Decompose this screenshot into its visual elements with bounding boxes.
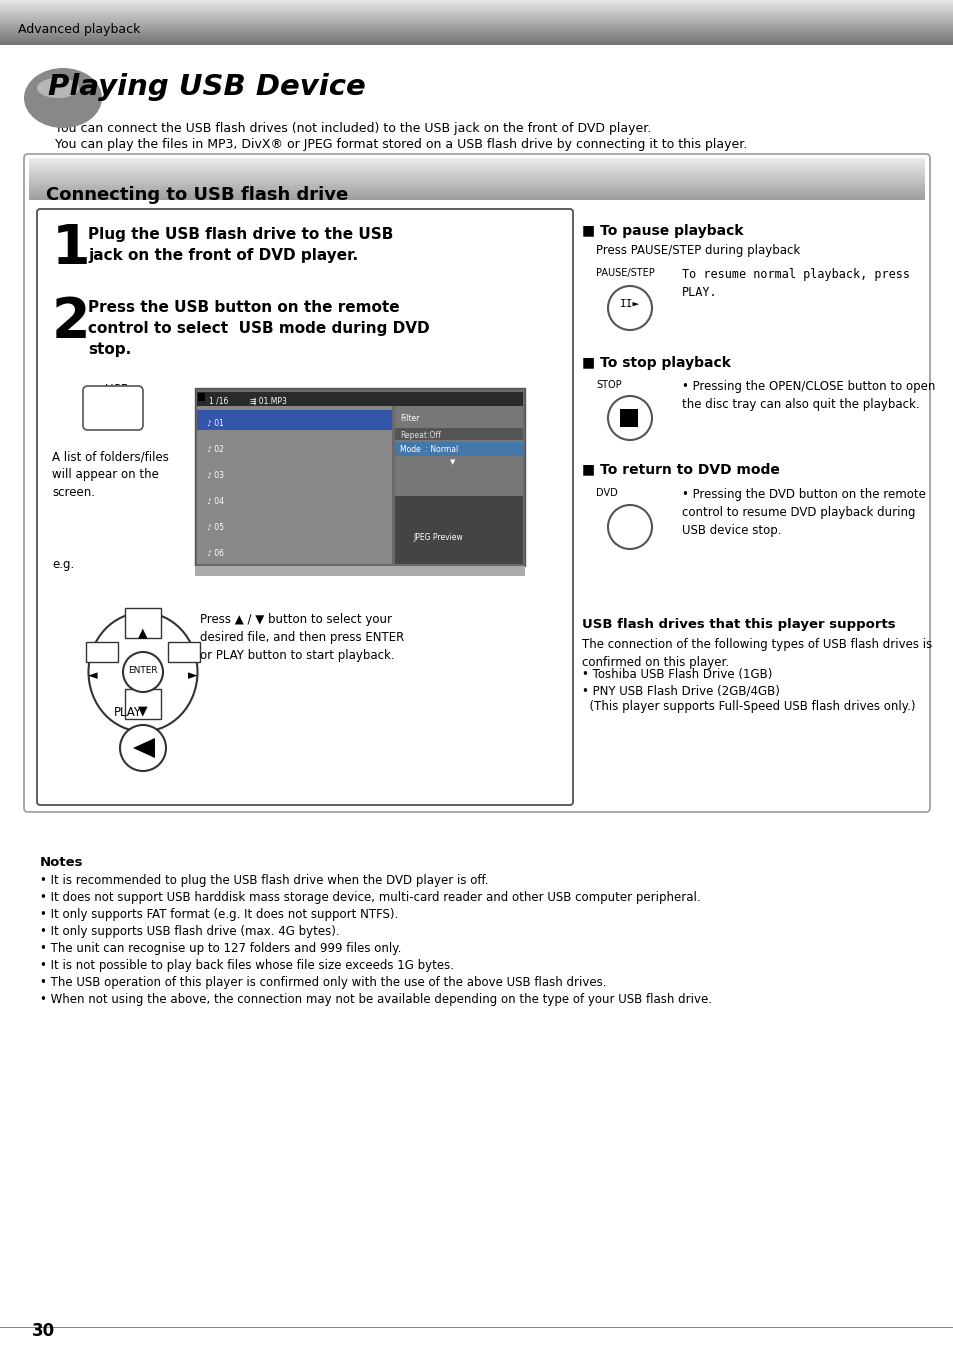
Text: You can connect the USB flash drives (not included) to the USB jack on the front: You can connect the USB flash drives (no…: [55, 122, 651, 135]
Text: Plug the USB flash drive to the USB
jack on the front of DVD player.: Plug the USB flash drive to the USB jack…: [88, 227, 393, 263]
Ellipse shape: [89, 613, 197, 732]
Text: PLAY: PLAY: [113, 706, 142, 720]
Text: • When not using the above, the connection may not be available depending on the: • When not using the above, the connecti…: [40, 994, 711, 1006]
Text: 1 /16: 1 /16: [209, 397, 228, 406]
Bar: [196, 487, 392, 508]
Bar: [395, 406, 522, 564]
Text: ■ To stop playback: ■ To stop playback: [581, 356, 730, 370]
Bar: [86, 643, 118, 662]
Circle shape: [607, 505, 651, 549]
Text: USB: USB: [105, 383, 129, 396]
Bar: [125, 608, 161, 639]
Text: Repeat:Off: Repeat:Off: [399, 431, 440, 440]
Text: ◄: ◄: [88, 670, 98, 682]
Text: (This player supports Full-Speed USB flash drives only.): (This player supports Full-Speed USB fla…: [581, 701, 915, 713]
Text: 2: 2: [52, 296, 91, 350]
Text: ▼: ▼: [138, 703, 148, 717]
Bar: [196, 462, 392, 482]
Text: ▼: ▼: [450, 459, 455, 464]
Text: Press the USB button on the remote
control to select  USB mode during DVD
stop.: Press the USB button on the remote contr…: [88, 300, 429, 356]
Text: e.g.: e.g.: [52, 558, 74, 571]
Text: 1: 1: [52, 221, 91, 275]
Text: PAUSE/STEP: PAUSE/STEP: [596, 269, 654, 278]
Text: ♪ 05: ♪ 05: [207, 522, 224, 532]
Text: ♪ 06: ♪ 06: [207, 549, 224, 558]
Text: • Toshiba USB Flash Drive (1GB): • Toshiba USB Flash Drive (1GB): [581, 668, 772, 680]
Bar: [619, 409, 638, 427]
Text: • Pressing the OPEN/CLOSE button to open
the disc tray can also quit the playbac: • Pressing the OPEN/CLOSE button to open…: [681, 379, 934, 410]
Text: A list of folders/files
will appear on the
screen.: A list of folders/files will appear on t…: [52, 450, 169, 500]
Text: • It only supports USB flash drive (max. 4G bytes).: • It only supports USB flash drive (max.…: [40, 925, 339, 938]
Text: 30: 30: [32, 1322, 55, 1341]
Text: USB flash drives that this player supports: USB flash drives that this player suppor…: [581, 618, 895, 630]
Circle shape: [120, 725, 166, 771]
Bar: [168, 643, 200, 662]
Text: The connection of the following types of USB flash drives is
confirmed on this p: The connection of the following types of…: [581, 639, 931, 670]
FancyBboxPatch shape: [37, 209, 573, 805]
Bar: [196, 436, 392, 456]
Text: II►: II►: [619, 298, 639, 309]
Text: Connecting to USB flash drive: Connecting to USB flash drive: [46, 186, 348, 204]
Text: • It does not support USB harddisk mass storage device, multi-card reader and ot: • It does not support USB harddisk mass …: [40, 891, 700, 904]
Text: Press PAUSE/STEP during playback: Press PAUSE/STEP during playback: [596, 244, 800, 256]
Bar: [196, 514, 392, 535]
Circle shape: [123, 652, 163, 693]
Bar: [196, 392, 522, 406]
Text: You can play the files in MP3, DivX® or JPEG format stored on a USB flash drive : You can play the files in MP3, DivX® or …: [55, 138, 746, 151]
Bar: [194, 566, 524, 576]
Bar: [198, 393, 205, 401]
Text: • PNY USB Flash Drive (2GB/4GB): • PNY USB Flash Drive (2GB/4GB): [581, 684, 779, 697]
Text: ♪ 04: ♪ 04: [207, 497, 224, 506]
Polygon shape: [132, 738, 154, 757]
Text: • Pressing the DVD button on the remote
control to resume DVD playback during
US: • Pressing the DVD button on the remote …: [681, 487, 925, 537]
Text: ►: ►: [188, 670, 197, 682]
Bar: [196, 540, 392, 560]
Text: • It is not possible to play back files whose file size exceeds 1G bytes.: • It is not possible to play back files …: [40, 958, 454, 972]
Text: ■ To pause playback: ■ To pause playback: [581, 224, 742, 238]
Ellipse shape: [24, 68, 102, 128]
Text: ENTER: ENTER: [128, 666, 157, 675]
Text: ♪ 01: ♪ 01: [207, 418, 224, 428]
Text: Filter: Filter: [399, 414, 419, 423]
Text: ♪ 02: ♪ 02: [207, 446, 224, 454]
Ellipse shape: [37, 78, 79, 99]
Text: ▲: ▲: [138, 626, 148, 639]
Bar: [196, 406, 392, 564]
Text: Advanced playback: Advanced playback: [18, 23, 140, 36]
Text: • The unit can recognise up to 127 folders and 999 files only.: • The unit can recognise up to 127 folde…: [40, 942, 401, 954]
Bar: [395, 441, 522, 456]
Bar: [125, 688, 161, 720]
Circle shape: [607, 286, 651, 329]
Text: ■ To return to DVD mode: ■ To return to DVD mode: [581, 462, 779, 477]
Text: ♪ 03: ♪ 03: [207, 471, 224, 481]
Text: JPEG Preview: JPEG Preview: [413, 533, 462, 541]
Text: STOP: STOP: [596, 379, 621, 390]
Bar: [395, 428, 522, 440]
Bar: [196, 410, 392, 431]
Text: Notes: Notes: [40, 856, 84, 869]
Bar: [194, 387, 524, 566]
Text: To resume normal playback, press
PLAY.: To resume normal playback, press PLAY.: [681, 269, 909, 298]
Text: • It is recommended to plug the USB flash drive when the DVD player is off.: • It is recommended to plug the USB flas…: [40, 873, 488, 887]
FancyBboxPatch shape: [83, 386, 143, 431]
Text: Press ▲ / ▼ button to select your
desired file, and then press ENTER
or PLAY but: Press ▲ / ▼ button to select your desire…: [200, 613, 404, 662]
Text: • It only supports FAT format (e.g. It does not support NTFS).: • It only supports FAT format (e.g. It d…: [40, 909, 397, 921]
Text: Playing USB Device: Playing USB Device: [48, 73, 365, 101]
Bar: [0, 1327, 953, 1328]
Text: DVD: DVD: [596, 487, 618, 498]
FancyBboxPatch shape: [24, 154, 929, 811]
Text: Mode  : Normal: Mode : Normal: [399, 446, 457, 454]
Bar: [395, 495, 522, 564]
Text: • The USB operation of this player is confirmed only with the use of the above U: • The USB operation of this player is co…: [40, 976, 606, 990]
Circle shape: [607, 396, 651, 440]
Text: ⇶ 01.MP3: ⇶ 01.MP3: [250, 397, 287, 406]
